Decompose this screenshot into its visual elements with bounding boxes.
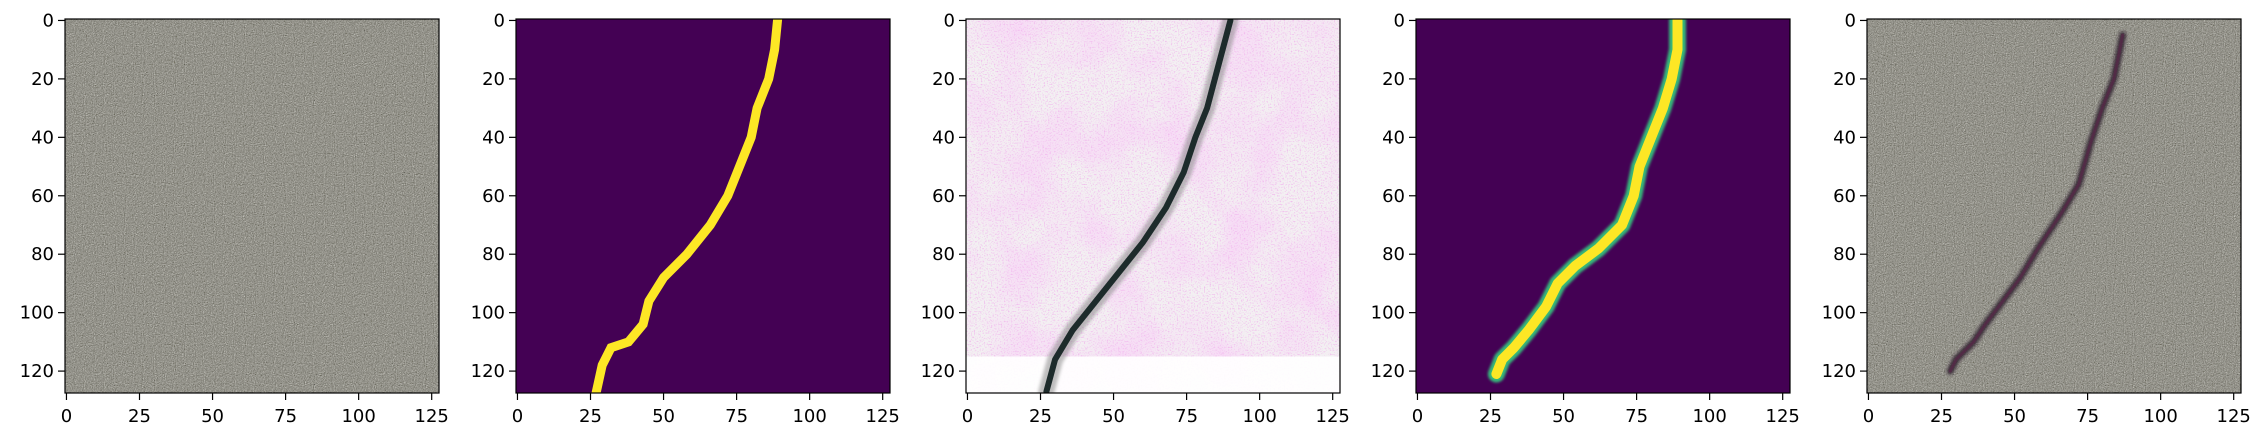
axes-frame (1415, 18, 1791, 394)
x-tick-label: 25 (1930, 406, 1953, 427)
prediction-background (1416, 19, 1790, 393)
generated-texture (966, 19, 1340, 393)
x-tick-label: 75 (1625, 406, 1648, 427)
panel-5: 0 25 50 75 100 125 0 20 40 60 80 100 120 (1822, 10, 2251, 427)
image-area (1867, 19, 2241, 393)
x-tick-label: 25 (128, 406, 151, 427)
x-tick-label: 0 (61, 406, 72, 427)
y-tick-label: 80 (932, 244, 955, 265)
x-tick-label: 125 (866, 406, 900, 427)
x-tick-label: 50 (2003, 406, 2026, 427)
y-tick-label: 80 (1833, 244, 1856, 265)
x-tick-label: 125 (2217, 406, 2251, 427)
x-tick-label: 125 (1766, 406, 1800, 427)
image-area (1416, 19, 1790, 393)
y-tick-label: 60 (1833, 186, 1856, 207)
x-tick-label: 75 (725, 406, 748, 427)
panel-3: 0 25 50 75 100 125 0 20 40 60 80 100 120 (921, 10, 1350, 427)
axes-frame (1866, 18, 2242, 394)
panel-1: 0 25 50 75 100 125 0 20 40 60 80 100 120 (20, 10, 449, 427)
x-tick-label: 50 (652, 406, 675, 427)
prediction-core (1491, 19, 1683, 379)
y-tick-label: 0 (944, 10, 955, 31)
x-tick-label: 50 (1102, 406, 1125, 427)
image-area (966, 19, 1340, 393)
y-tick-label: 100 (471, 303, 505, 324)
crack-overlay-core (1948, 33, 2125, 373)
y-tick-label: 0 (1394, 10, 1405, 31)
bright-band (966, 356, 1340, 393)
y-tick-label: 100 (20, 303, 54, 324)
y-tick-label: 120 (1822, 361, 1856, 382)
y-tick-label: 40 (1382, 127, 1405, 148)
y-tick-label: 120 (20, 361, 54, 382)
y-tick-label: 80 (482, 244, 505, 265)
x-tick-label: 100 (1692, 406, 1726, 427)
x-tick-label: 75 (2076, 406, 2099, 427)
y-tick-label: 40 (31, 127, 54, 148)
y-tick-label: 40 (482, 127, 505, 148)
y-tick-label: 100 (921, 303, 955, 324)
y-tick-label: 20 (1382, 69, 1405, 90)
x-tick-label: 0 (1412, 406, 1423, 427)
texture-noise (65, 19, 439, 393)
x-tick-label: 50 (1552, 406, 1575, 427)
y-tick-label: 40 (1833, 127, 1856, 148)
x-tick-label: 0 (512, 406, 523, 427)
x-tick-label: 25 (1479, 406, 1502, 427)
y-tick-label: 120 (1371, 361, 1405, 382)
y-tick-label: 80 (1382, 244, 1405, 265)
mask-background (516, 19, 890, 393)
y-tick-label: 20 (1833, 69, 1856, 90)
x-tick-label: 25 (579, 406, 602, 427)
axes-frame (515, 18, 891, 394)
texture-noise (1867, 19, 2241, 393)
y-tick-label: 20 (482, 69, 505, 90)
y-tick-label: 20 (31, 69, 54, 90)
axes-frame (965, 18, 1341, 394)
x-tick-label: 50 (201, 406, 224, 427)
y-tick-label: 0 (494, 10, 505, 31)
x-tick-label: 100 (2143, 406, 2177, 427)
x-tick-label: 100 (792, 406, 826, 427)
y-tick-label: 100 (1822, 303, 1856, 324)
y-tick-label: 60 (1382, 186, 1405, 207)
image-area (516, 19, 890, 393)
y-tick-label: 40 (932, 127, 955, 148)
y-tick-label: 0 (43, 10, 54, 31)
y-tick-label: 0 (1845, 10, 1856, 31)
y-tick-label: 100 (1371, 303, 1405, 324)
x-tick-label: 100 (341, 406, 375, 427)
x-tick-label: 125 (1316, 406, 1350, 427)
x-tick-label: 0 (962, 406, 973, 427)
panel-4: 0 25 50 75 100 125 0 20 40 60 80 100 120 (1371, 10, 1800, 427)
axes-frame (64, 18, 440, 394)
y-tick-label: 120 (471, 361, 505, 382)
x-tick-label: 75 (274, 406, 297, 427)
image-area (65, 19, 439, 393)
crack-line (1043, 19, 1234, 393)
y-tick-label: 60 (31, 186, 54, 207)
y-tick-label: 120 (921, 361, 955, 382)
y-tick-label: 60 (932, 186, 955, 207)
y-tick-label: 80 (31, 244, 54, 265)
x-tick-label: 0 (1863, 406, 1874, 427)
x-tick-label: 100 (1242, 406, 1276, 427)
y-tick-label: 60 (482, 186, 505, 207)
crack-mask (591, 19, 783, 393)
y-tick-label: 20 (932, 69, 955, 90)
x-tick-label: 25 (1029, 406, 1052, 427)
panel-2: 0 25 50 75 100 125 0 20 40 60 80 100 120 (471, 10, 900, 427)
x-tick-label: 125 (415, 406, 449, 427)
x-tick-label: 75 (1175, 406, 1198, 427)
